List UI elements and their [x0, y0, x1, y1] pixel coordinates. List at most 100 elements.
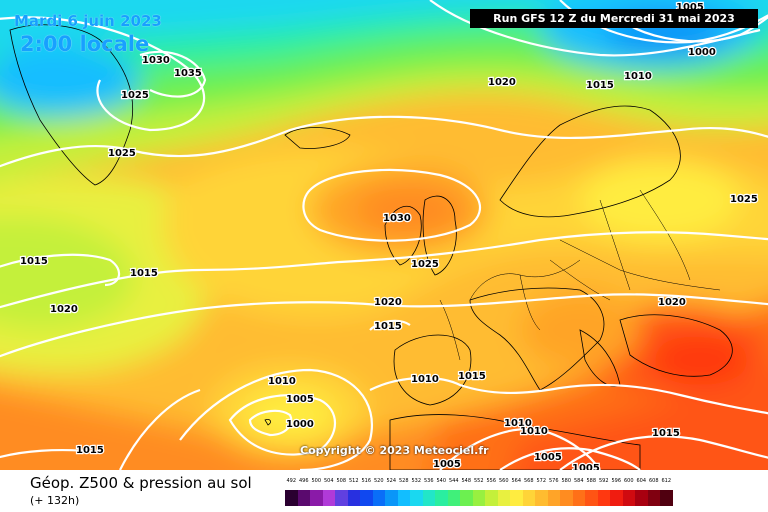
legend-value: 544 — [448, 478, 459, 484]
forecast-date: Mardi 6 juin 2023 — [14, 12, 162, 30]
isobar-label: 1015 — [586, 80, 614, 91]
isobar-label: 1020 — [658, 297, 686, 308]
isobar-label: 1030 — [142, 55, 170, 66]
legend-swatch — [310, 490, 323, 506]
legend-swatch — [397, 490, 410, 506]
legend-swatch — [435, 490, 448, 506]
isobar-label: 1015 — [458, 371, 486, 382]
legend-value: 492 — [286, 478, 297, 484]
color-legend — [285, 490, 673, 506]
legend-value: 572 — [536, 478, 547, 484]
isobar-label: 1010 — [520, 426, 548, 437]
isobar-label: 1015 — [374, 321, 402, 332]
legend-value: 596 — [611, 478, 622, 484]
legend-value: 580 — [561, 478, 572, 484]
isobar-label: 1005 — [572, 463, 600, 470]
legend-labels: 492 496 500 504 508 512 516 520 524 528 532 536 540 5… — [285, 478, 673, 484]
isobar-label: 1005 — [286, 394, 314, 405]
legend-value: 560 — [498, 478, 509, 484]
legend-value: 500 — [311, 478, 322, 484]
isobar-label: 1015 — [76, 445, 104, 456]
legend-value: 552 — [473, 478, 484, 484]
legend-value: 576 — [548, 478, 559, 484]
isobar-label: 1010 — [411, 374, 439, 385]
isobars — [0, 0, 768, 470]
isobar-label: 1025 — [121, 90, 149, 101]
isobar-label: 1010 — [268, 376, 296, 387]
legend-swatch — [297, 490, 310, 506]
legend-swatch — [597, 490, 610, 506]
legend-swatch — [547, 490, 560, 506]
legend-swatch — [535, 490, 548, 506]
legend-value: 600 — [623, 478, 634, 484]
legend-swatch — [360, 490, 373, 506]
legend-swatch — [622, 490, 635, 506]
legend-swatch — [635, 490, 648, 506]
run-info: Run GFS 12 Z du Mercredi 31 mai 2023 — [470, 9, 758, 28]
isobar-label: 1025 — [411, 259, 439, 270]
isobar-label: 1015 — [20, 256, 48, 267]
legend-swatch — [660, 490, 673, 506]
isobar-label: 1025 — [730, 194, 758, 205]
legend-swatch — [485, 490, 498, 506]
legend-swatch — [647, 490, 660, 506]
geopotential-field — [0, 0, 768, 470]
isobar-label: 1020 — [374, 297, 402, 308]
legend-swatch — [572, 490, 585, 506]
isobar-label: 1015 — [130, 268, 158, 279]
legend-swatch — [585, 490, 598, 506]
legend-swatch — [285, 490, 298, 506]
legend-swatch — [560, 490, 573, 506]
legend-value: 612 — [661, 478, 672, 484]
legend-value: 564 — [511, 478, 522, 484]
legend-value: 532 — [411, 478, 422, 484]
legend-value: 588 — [586, 478, 597, 484]
legend-swatch — [322, 490, 335, 506]
legend-value: 516 — [361, 478, 372, 484]
legend-value: 604 — [636, 478, 647, 484]
isobar-label: 1020 — [488, 77, 516, 88]
legend-swatch — [610, 490, 623, 506]
legend-value: 556 — [486, 478, 497, 484]
legend-value: 608 — [648, 478, 659, 484]
coastlines — [9, 24, 733, 470]
isobar-label: 1015 — [652, 428, 680, 439]
copyright-text: Copyright © 2023 Meteociel.fr — [300, 444, 489, 457]
isobar-label: 1005 — [433, 459, 461, 470]
legend-value: 504 — [323, 478, 334, 484]
legend-value: 508 — [336, 478, 347, 484]
legend-swatch — [472, 490, 485, 506]
map-title: Géop. Z500 & pression au sol — [30, 474, 252, 492]
legend-swatch — [385, 490, 398, 506]
weather-map: 1030 1035 1025 1025 1015 1015 1020 1030 … — [0, 0, 768, 470]
isobar-label: 1010 — [624, 71, 652, 82]
legend-value: 548 — [461, 478, 472, 484]
isobar-label: 1005 — [534, 452, 562, 463]
legend-value: 584 — [573, 478, 584, 484]
isobar-labels: 1030 1035 1025 1025 1015 1015 1020 1030 … — [19, 1, 759, 470]
legend-value: 592 — [598, 478, 609, 484]
legend-swatch — [335, 490, 348, 506]
legend-value: 520 — [373, 478, 384, 484]
legend-swatch — [410, 490, 423, 506]
isobar-label: 1000 — [286, 419, 314, 430]
legend-value: 496 — [298, 478, 309, 484]
isobar-label: 1020 — [50, 304, 78, 315]
isobar-label: 1030 — [383, 213, 411, 224]
isobar-label: 1035 — [174, 68, 202, 79]
legend-value: 568 — [523, 478, 534, 484]
isobar-label: 1000 — [688, 47, 716, 58]
isobar-label: 1025 — [108, 148, 136, 159]
legend-value: 512 — [348, 478, 359, 484]
forecast-time: 2:00 locale — [20, 32, 150, 56]
legend-swatch — [347, 490, 360, 506]
legend-swatch — [447, 490, 460, 506]
legend-value: 536 — [423, 478, 434, 484]
legend-swatch — [522, 490, 535, 506]
legend-swatch — [497, 490, 510, 506]
legend-swatch — [372, 490, 385, 506]
legend-value: 528 — [398, 478, 409, 484]
borders — [439, 189, 721, 361]
legend-swatch — [422, 490, 435, 506]
map-canvas: 1030 1035 1025 1025 1015 1015 1020 1030 … — [0, 0, 768, 470]
